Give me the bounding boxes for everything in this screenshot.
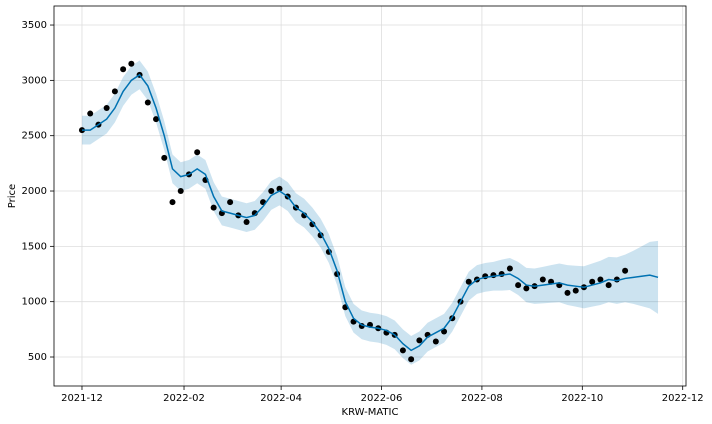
- actual-point: [153, 116, 160, 123]
- actual-point: [128, 60, 135, 67]
- actual-point: [243, 219, 250, 226]
- actual-point: [194, 149, 201, 156]
- actual-point: [605, 282, 612, 289]
- actual-point: [589, 278, 596, 285]
- x-tick-label: 2022-06: [361, 393, 403, 404]
- actual-point: [309, 221, 316, 228]
- actual-point: [523, 285, 530, 292]
- actual-point: [539, 276, 546, 283]
- actual-point: [161, 154, 168, 161]
- actual-point: [564, 289, 571, 296]
- y-tick-label: 1500: [22, 241, 47, 252]
- actual-point: [144, 99, 151, 106]
- actual-point: [120, 66, 127, 73]
- y-tick-label: 3500: [22, 20, 47, 31]
- actual-point: [597, 276, 604, 283]
- actual-point: [87, 110, 94, 117]
- actual-point: [169, 199, 176, 206]
- x-axis-label: KRW-MATIC: [342, 407, 399, 418]
- actual-point: [441, 328, 448, 335]
- actual-point: [227, 199, 234, 206]
- actual-point: [111, 88, 118, 95]
- actual-point: [103, 105, 110, 112]
- y-axis-label: Price: [7, 184, 18, 208]
- actual-point: [432, 338, 439, 345]
- actual-point: [268, 188, 275, 195]
- actual-point: [276, 185, 283, 192]
- y-tick-label: 2000: [22, 186, 47, 197]
- actual-point: [416, 337, 423, 344]
- x-tick-label: 2022-10: [561, 393, 603, 404]
- forecast-line: [81, 73, 659, 352]
- actual-point: [622, 267, 629, 274]
- x-tick-label: 2022-08: [461, 393, 503, 404]
- plot-frame: [53, 5, 687, 387]
- x-tick-label: 2022-04: [260, 393, 302, 404]
- x-tick-label: 2021-12: [61, 393, 103, 404]
- actual-point: [515, 282, 522, 289]
- y-tick-label: 2500: [22, 131, 47, 142]
- y-tick-label: 500: [28, 352, 47, 363]
- actual-point: [177, 188, 184, 195]
- x-tick-label: 2022-12: [662, 393, 704, 404]
- actual-point: [465, 278, 472, 285]
- actual-point: [210, 204, 217, 211]
- actual-point: [572, 287, 579, 294]
- actual-point: [399, 347, 406, 354]
- actual-point: [506, 265, 513, 272]
- x-tick-label: 2022-02: [163, 393, 205, 404]
- uncertainty-band: [81, 60, 659, 365]
- y-tick-label: 1000: [22, 297, 47, 308]
- actual-point: [408, 356, 415, 363]
- y-tick-label: 3000: [22, 75, 47, 86]
